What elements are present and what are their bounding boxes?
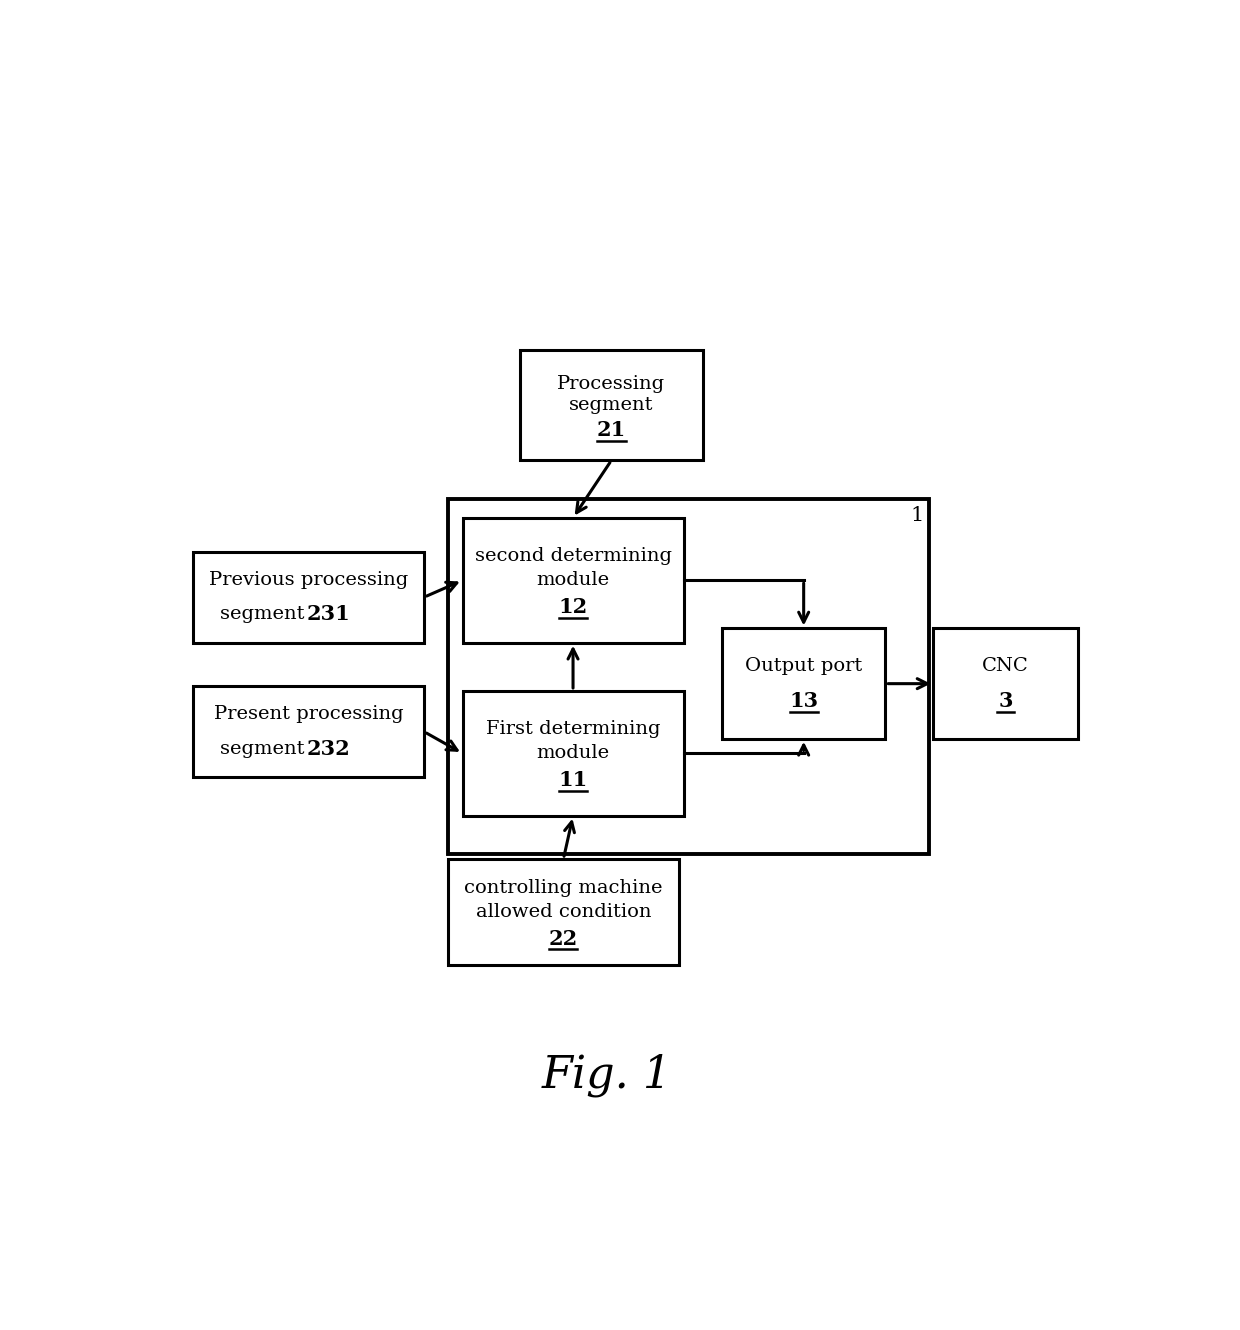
- Text: module: module: [537, 745, 610, 762]
- Text: allowed condition: allowed condition: [476, 903, 651, 920]
- Text: 12: 12: [558, 597, 588, 617]
- Text: 13: 13: [789, 692, 818, 712]
- Text: 231: 231: [306, 604, 350, 625]
- Text: 3: 3: [998, 692, 1013, 712]
- Bar: [521, 350, 703, 460]
- Text: controlling machine: controlling machine: [464, 879, 662, 896]
- Bar: [722, 628, 885, 739]
- Text: Present processing: Present processing: [215, 705, 403, 724]
- Text: segment: segment: [221, 605, 311, 624]
- Bar: [463, 517, 683, 642]
- Text: 1: 1: [910, 507, 924, 525]
- Text: Processing: Processing: [558, 375, 666, 392]
- Bar: [463, 690, 683, 815]
- Text: First determining: First determining: [486, 721, 660, 738]
- Bar: [934, 628, 1078, 739]
- Text: 22: 22: [549, 928, 578, 948]
- Text: 11: 11: [558, 770, 588, 790]
- Text: Previous processing: Previous processing: [210, 571, 408, 589]
- Bar: [448, 859, 678, 964]
- Text: CNC: CNC: [982, 657, 1029, 676]
- Text: segment: segment: [221, 739, 311, 758]
- Bar: [193, 686, 424, 777]
- Text: segment: segment: [569, 396, 653, 414]
- Text: Output port: Output port: [745, 657, 862, 676]
- Text: 21: 21: [596, 420, 626, 440]
- Text: second determining: second determining: [475, 548, 672, 565]
- Text: module: module: [537, 572, 610, 589]
- Text: Fig. 1: Fig. 1: [542, 1053, 672, 1097]
- Bar: [193, 552, 424, 642]
- Text: 232: 232: [306, 739, 350, 759]
- Bar: [448, 499, 929, 854]
